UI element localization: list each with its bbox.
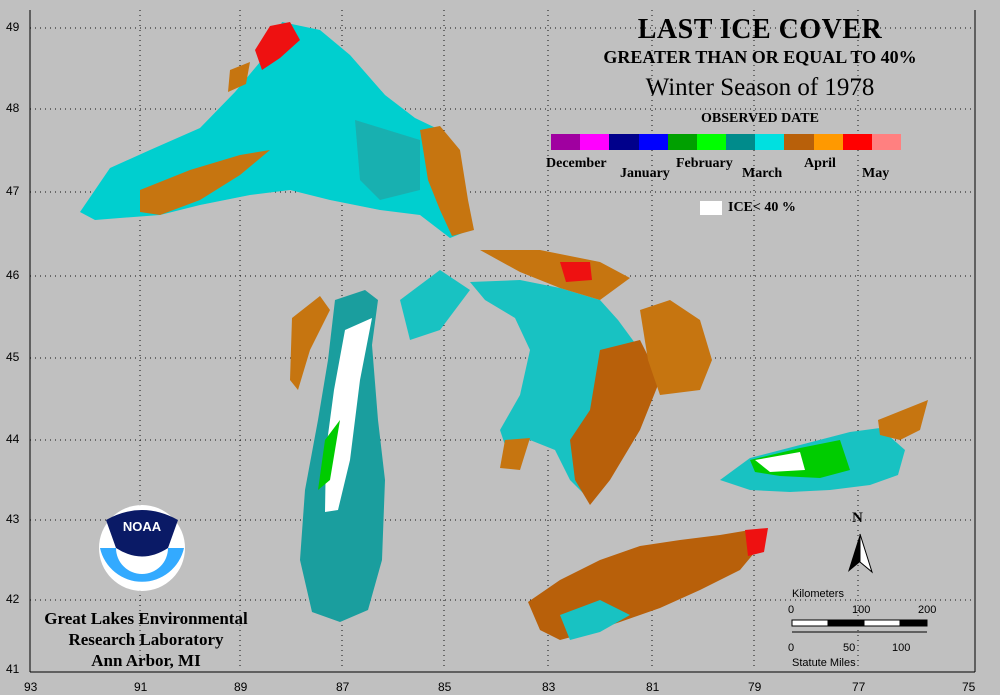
lon-label: 81	[646, 680, 660, 694]
noaa-logo	[99, 505, 185, 591]
scale-km-label: Kilometers	[792, 588, 844, 600]
legend-swatch	[551, 134, 581, 150]
map-title: LAST ICE COVER	[637, 14, 883, 45]
lat-label: 49	[6, 20, 20, 34]
legend-swatch	[842, 134, 872, 150]
org-line2: Research Laboratory	[68, 630, 224, 649]
legend-month-may: May	[862, 166, 890, 181]
ice-swatch	[700, 201, 722, 215]
lat-label: 48	[6, 101, 20, 115]
legend-swatch	[813, 134, 843, 150]
lat-label: 45	[6, 350, 20, 364]
lon-label: 83	[542, 680, 556, 694]
scale-km-tick: 0	[788, 604, 795, 616]
lake-erie	[528, 528, 768, 640]
lat-label: 43	[6, 512, 20, 526]
legend-swatch	[784, 134, 814, 150]
noaa-logo-text: NOAA	[122, 519, 162, 534]
legend-heading: OBSERVED DATE	[701, 111, 819, 126]
scale-km-tick: 200	[918, 604, 937, 616]
north-label: N	[852, 510, 863, 526]
legend-month-april: April	[804, 156, 836, 171]
legend-swatch	[580, 134, 610, 150]
scale-mi-tick: 100	[892, 642, 911, 654]
north-arrow	[848, 533, 873, 574]
color-legend	[551, 134, 902, 150]
legend-swatch	[667, 134, 697, 150]
legend-month-december: December	[546, 156, 607, 171]
legend-month-january: January	[620, 166, 670, 181]
lon-label: 89	[234, 680, 248, 694]
season-label: Winter Season of 1978	[645, 74, 875, 101]
organization-name: Great Lakes Environmental Research Labor…	[28, 608, 264, 671]
lat-label: 44	[6, 432, 20, 446]
legend-swatch	[755, 134, 785, 150]
ice-key: ICE< 40 %	[700, 200, 796, 216]
scale-mi-tick: 0	[788, 642, 795, 654]
lat-label: 41	[6, 662, 20, 676]
lake-huron	[400, 250, 712, 505]
scale-km-tick: 100	[852, 604, 871, 616]
lon-label: 93	[24, 680, 38, 694]
title-block: LAST ICE COVER GREATER THAN OR EQUAL TO …	[540, 14, 980, 128]
ice-key-label: ICE< 40 %	[728, 200, 796, 215]
scale-mi-label: Statute Miles	[792, 657, 856, 669]
lake-ontario	[720, 400, 928, 492]
lat-label: 46	[6, 268, 20, 282]
lon-label: 79	[748, 680, 762, 694]
org-line3: Ann Arbor, MI	[91, 651, 201, 670]
legend-swatch	[638, 134, 668, 150]
legend-swatch	[696, 134, 727, 150]
legend-month-march: March	[742, 166, 783, 181]
lon-label: 85	[438, 680, 452, 694]
lake-michigan	[290, 290, 385, 622]
lat-label: 47	[6, 184, 20, 198]
lake-superior	[80, 22, 474, 238]
legend-swatch	[726, 134, 756, 150]
lon-label: 91	[134, 680, 148, 694]
lat-label: 42	[6, 592, 20, 606]
lon-label: 87	[336, 680, 350, 694]
org-line1: Great Lakes Environmental	[44, 609, 248, 628]
legend-swatch	[609, 134, 639, 150]
map-subtitle: GREATER THAN OR EQUAL TO 40%	[603, 47, 917, 67]
scale-mi-tick: 50	[843, 642, 856, 654]
legend-month-february: February	[676, 156, 733, 171]
lon-label: 77	[852, 680, 866, 694]
lon-label: 75	[962, 680, 976, 694]
scale-bar	[791, 619, 928, 633]
legend-swatch	[871, 134, 902, 150]
